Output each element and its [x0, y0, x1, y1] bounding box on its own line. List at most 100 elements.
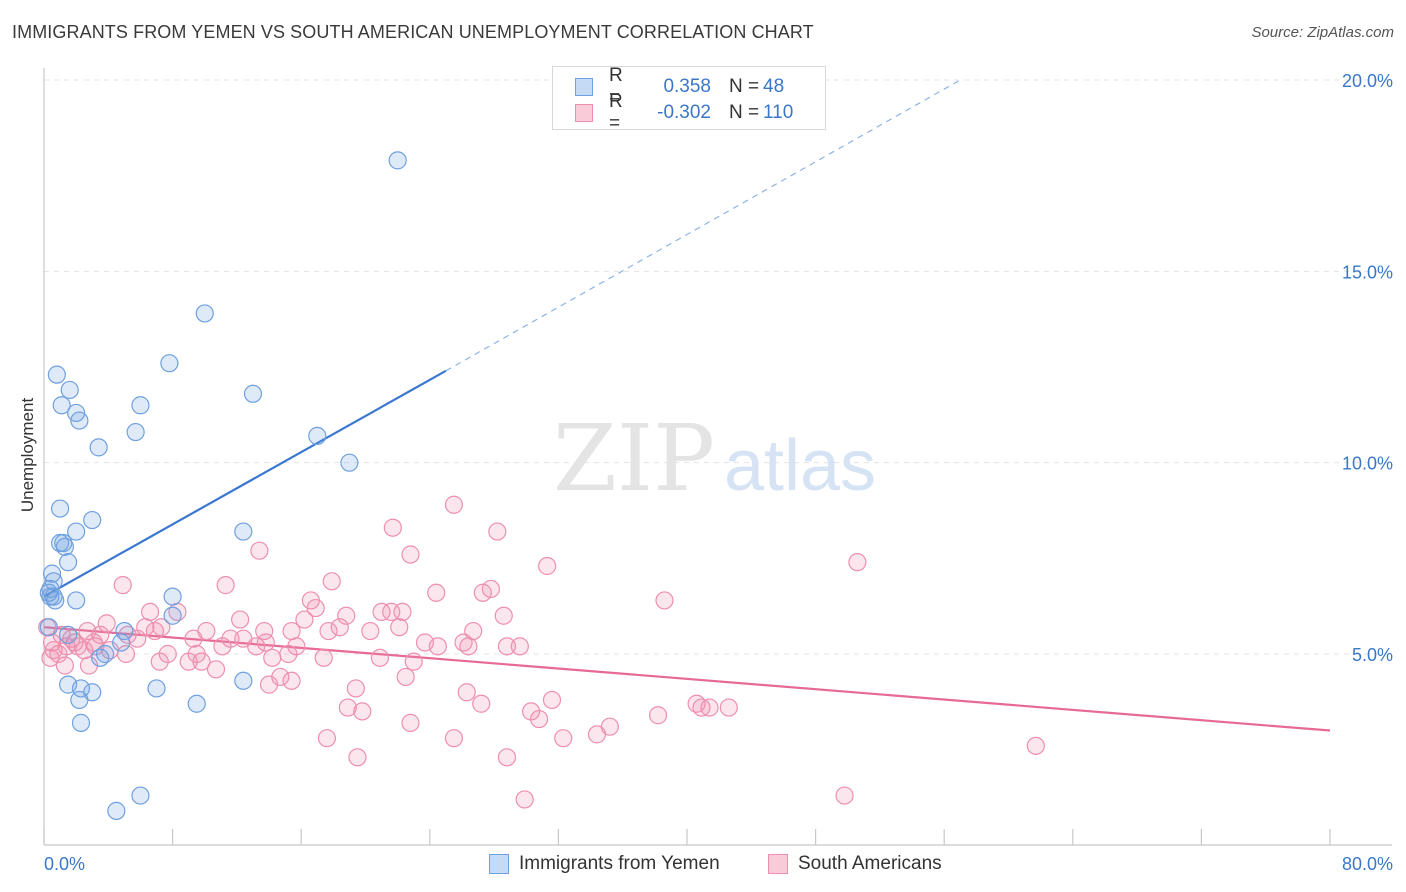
- south-americans-trend-line: [43, 626, 1331, 732]
- gridlines: [44, 79, 1392, 655]
- south-americans-point: [55, 656, 74, 675]
- south-americans-point: [404, 652, 423, 671]
- yemen-point: [50, 499, 70, 518]
- south-americans-point: [554, 729, 573, 748]
- yemen-point: [147, 679, 166, 698]
- legend-r-label: R =: [609, 91, 623, 134]
- south-americans-point: [247, 637, 266, 656]
- south-americans-point: [719, 698, 738, 717]
- south-americans-point: [587, 725, 607, 744]
- south-americans-point: [497, 637, 517, 656]
- yemen-point: [243, 384, 263, 403]
- south-americans-point: [515, 790, 534, 809]
- watermark-zip: ZIP: [553, 405, 715, 512]
- south-americans-point: [179, 652, 198, 671]
- legend-n-label: N =: [729, 102, 760, 123]
- south-americans-point: [494, 606, 513, 625]
- legend-row-yemen: R = 0.358 N = 48: [575, 65, 785, 108]
- south-americans-point: [390, 618, 409, 637]
- chart-title: IMMIGRANTS FROM YEMEN VS SOUTH AMERICAN …: [12, 22, 814, 42]
- watermark: ZIP atlas: [553, 405, 876, 512]
- yemen-point: [195, 304, 214, 323]
- yemen-point: [70, 411, 89, 430]
- south-americans-point: [314, 648, 333, 667]
- south-americans-point: [848, 553, 867, 572]
- yemen-point: [115, 621, 134, 641]
- yemen-point: [59, 553, 78, 572]
- south-americans-points: [38, 495, 1045, 809]
- yemen-point: [67, 591, 86, 610]
- south-americans-point: [510, 637, 529, 656]
- south-americans-point: [361, 621, 380, 641]
- yemen-point: [71, 679, 91, 698]
- yemen-point: [131, 786, 150, 805]
- trend-lines: [43, 79, 1331, 732]
- south-americans-point: [206, 660, 226, 679]
- south-americans-point: [282, 671, 301, 690]
- south-americans-point: [97, 614, 116, 633]
- y-tick-label: 10.0%: [1342, 454, 1393, 474]
- south-americans-point: [481, 579, 500, 599]
- bottom-legend-yemen: Immigrants from Yemen: [489, 853, 720, 875]
- legend-n-value: 48: [763, 76, 785, 97]
- bottom-legend-swatch-blue: [489, 854, 509, 874]
- yemen-points: [39, 151, 407, 820]
- south-americans-point: [41, 648, 60, 667]
- yemen-point: [71, 713, 91, 732]
- yemen-trend-line: [43, 369, 447, 598]
- south-americans-point: [530, 709, 549, 729]
- legend-r-value: 0.358: [663, 76, 711, 97]
- south-americans-point: [346, 679, 365, 698]
- yemen-point: [126, 422, 145, 442]
- yemen-point: [187, 694, 206, 713]
- south-americans-point: [150, 652, 169, 671]
- south-americans-point: [542, 690, 562, 710]
- south-americans-point: [457, 683, 476, 702]
- axes: [43, 68, 1392, 846]
- legend-r-value: -0.302: [657, 102, 711, 123]
- y-tick-label: 20.0%: [1342, 71, 1393, 91]
- south-americans-point: [396, 667, 415, 687]
- south-americans-point: [372, 602, 391, 622]
- source-credit: Source: ZipAtlas.com: [1251, 24, 1394, 41]
- yemen-point: [91, 648, 110, 667]
- yemen-point: [388, 151, 407, 170]
- yemen-point: [83, 510, 102, 530]
- yemen-point: [89, 438, 108, 457]
- yemen-point: [39, 618, 58, 637]
- y-tick-label: 5.0%: [1352, 645, 1393, 665]
- bottom-legend-label: South Americans: [798, 853, 942, 874]
- south-americans-point: [250, 541, 269, 560]
- south-americans-point: [370, 648, 390, 667]
- legend: R = 0.358 N = 48 R = -0.302 N = 110: [552, 65, 826, 134]
- south-americans-point: [338, 698, 357, 717]
- tick-labels: 5.0% 10.0% 15.0% 20.0% 0.0% 80.0%: [44, 71, 1393, 874]
- legend-swatch-blue: [575, 78, 593, 96]
- yemen-point: [163, 587, 182, 606]
- south-americans-point: [279, 644, 298, 664]
- x-tick-label-max: 80.0%: [1342, 854, 1393, 874]
- x-tick-label-min: 0.0%: [44, 854, 85, 874]
- south-americans-point: [401, 713, 420, 732]
- legend-row-south-americans: R = -0.302 N = 110: [575, 91, 793, 134]
- south-americans-point: [322, 572, 341, 591]
- south-americans-point: [184, 629, 203, 648]
- legend-r-label: R =: [609, 65, 623, 108]
- south-americans-point: [835, 786, 854, 805]
- south-americans-point: [255, 621, 274, 641]
- south-americans-point: [295, 610, 314, 629]
- south-americans-point: [84, 633, 103, 652]
- south-americans-point: [427, 583, 446, 602]
- yemen-point: [52, 396, 71, 415]
- bottom-legend-swatch-pink: [768, 854, 788, 874]
- south-americans-point: [428, 637, 447, 656]
- south-americans-point: [401, 545, 420, 564]
- south-americans-point: [348, 748, 367, 767]
- south-americans-point: [444, 495, 464, 514]
- legend-swatch-pink: [575, 104, 593, 122]
- yemen-point: [163, 606, 182, 625]
- yemen-point: [107, 801, 126, 820]
- yemen-point: [131, 396, 150, 415]
- south-americans-point: [256, 633, 275, 652]
- yemen-point: [59, 625, 78, 644]
